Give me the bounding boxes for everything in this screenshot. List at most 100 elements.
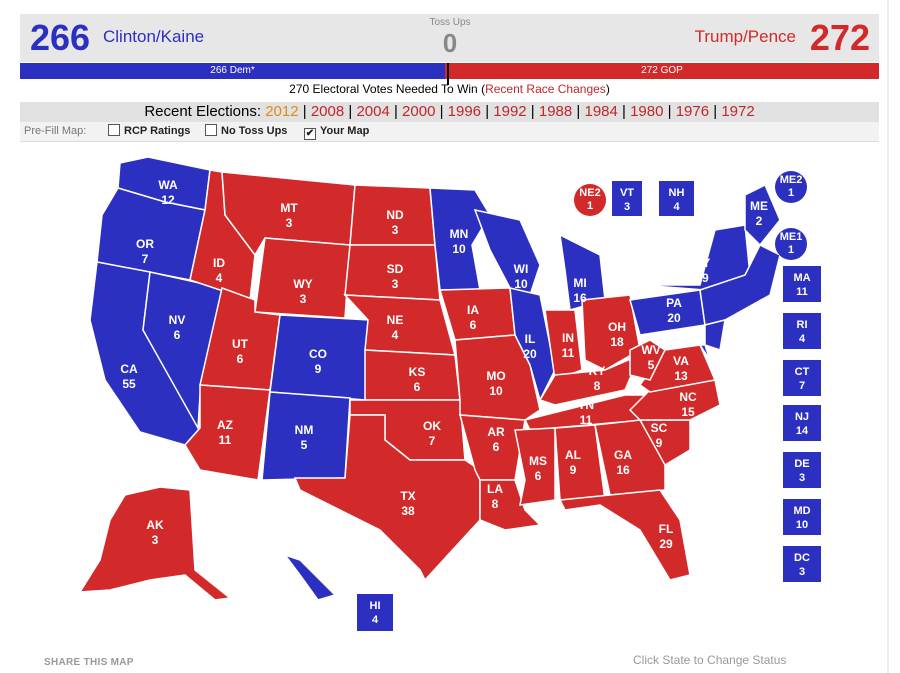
state-ms[interactable] bbox=[514, 427, 556, 506]
state-la[interactable] bbox=[479, 479, 542, 531]
state-electoral-votes: 7 bbox=[798, 380, 806, 392]
state-electoral-votes: 10 bbox=[795, 519, 809, 531]
share-map-link[interactable]: SHARE THIS MAP bbox=[44, 657, 134, 668]
your-map-checkbox[interactable]: ✔ Your Map bbox=[304, 122, 369, 141]
state-abbr: RI bbox=[796, 319, 808, 331]
district-electoral-votes: 1 bbox=[586, 200, 594, 212]
state-wi[interactable] bbox=[473, 208, 541, 296]
year-separator: | bbox=[663, 103, 676, 120]
election-year-2008[interactable]: 2008 bbox=[310, 103, 345, 120]
state-box-ct[interactable]: CT 7 bbox=[783, 360, 821, 396]
state-electoral-votes: 11 bbox=[796, 286, 808, 298]
state-box-vt[interactable]: VT 3 bbox=[612, 181, 642, 216]
election-year-1980[interactable]: 1980 bbox=[630, 103, 664, 120]
election-year-2012[interactable]: 2012 bbox=[265, 103, 299, 120]
district-abbr: ME2 bbox=[779, 174, 803, 186]
state-abbr: VT bbox=[619, 187, 635, 199]
state-ks[interactable] bbox=[364, 349, 461, 401]
toss-ups-count: 0 bbox=[442, 28, 458, 58]
state-box-de[interactable]: DE 3 bbox=[783, 452, 821, 488]
district-electoral-votes: 1 bbox=[787, 244, 795, 256]
election-year-1976[interactable]: 1976 bbox=[675, 103, 710, 120]
election-year-1972[interactable]: 1972 bbox=[721, 103, 755, 120]
no-toss-ups-checkbox[interactable]: No Toss Ups bbox=[205, 122, 287, 141]
year-separator: | bbox=[435, 103, 448, 120]
state-ga[interactable] bbox=[594, 419, 666, 496]
state-box-ri[interactable]: RI 4 bbox=[783, 313, 821, 349]
year-separator: | bbox=[344, 103, 357, 120]
recent-elections-years: 2012 | 2008 | 2004 | 2000 | 1996 | 1992 … bbox=[265, 103, 754, 120]
rcp-ratings-checkbox[interactable]: RCP Ratings bbox=[108, 122, 190, 141]
state-electoral-votes: 14 bbox=[795, 425, 809, 437]
state-nd[interactable] bbox=[349, 184, 436, 246]
state-me[interactable] bbox=[744, 183, 781, 247]
state-fl[interactable] bbox=[558, 489, 691, 581]
state-box-nh[interactable]: NH 4 bbox=[659, 181, 694, 216]
dem-progress-bar: 266 Dem* bbox=[20, 63, 445, 79]
district-me1[interactable]: ME1 1 bbox=[775, 228, 807, 260]
recent-elections-bar: Recent Elections: 2012 | 2008 | 2004 | 2… bbox=[20, 102, 879, 122]
state-tx[interactable] bbox=[293, 414, 481, 582]
state-box-ma[interactable]: MA 11 bbox=[783, 266, 821, 302]
election-year-2000[interactable]: 2000 bbox=[402, 103, 436, 120]
state-oh[interactable] bbox=[581, 294, 641, 371]
state-in[interactable] bbox=[544, 309, 583, 382]
election-year-1988[interactable]: 1988 bbox=[538, 103, 573, 120]
no-toss-ups-label: No Toss Ups bbox=[221, 125, 288, 137]
state-co[interactable] bbox=[269, 314, 371, 401]
state-box-dc[interactable]: DC 3 bbox=[783, 546, 821, 582]
state-wy[interactable] bbox=[254, 237, 351, 319]
state-abbr: NJ bbox=[794, 411, 810, 423]
state-sd[interactable] bbox=[344, 244, 441, 301]
win-threshold-line: 270 Electoral Votes Needed To Win (Recen… bbox=[20, 82, 879, 96]
toss-ups-label: Toss Ups bbox=[429, 17, 471, 28]
rep-electoral-count: 272 bbox=[809, 17, 870, 58]
state-abbr: DC bbox=[794, 552, 810, 564]
checkbox-icon bbox=[205, 124, 217, 136]
win-threshold-marker bbox=[447, 63, 449, 85]
dem-ticket-name: Clinton/Kaine bbox=[103, 27, 205, 46]
scoreboard-header bbox=[20, 14, 879, 62]
election-year-1984[interactable]: 1984 bbox=[584, 103, 618, 120]
district-abbr: NE2 bbox=[579, 187, 601, 199]
state-abbr: CT bbox=[794, 366, 810, 378]
state-md-shape[interactable] bbox=[665, 344, 711, 361]
election-year-2004[interactable]: 2004 bbox=[356, 103, 390, 120]
district-me2[interactable]: ME2 1 bbox=[775, 171, 807, 203]
district-ne2[interactable]: NE2 1 bbox=[574, 184, 606, 216]
state-hi-shape[interactable] bbox=[282, 553, 337, 601]
rcp-ratings-label: RCP Ratings bbox=[124, 125, 191, 137]
state-ia[interactable] bbox=[439, 287, 516, 341]
page-edge-divider bbox=[887, 0, 889, 673]
state-wv[interactable] bbox=[629, 339, 666, 381]
state-abbr: DE bbox=[794, 458, 810, 470]
state-electoral-votes: 3 bbox=[798, 566, 806, 578]
prefill-label: Pre-Fill Map: bbox=[24, 125, 87, 137]
state-abbr: HI bbox=[369, 600, 381, 612]
election-year-1996[interactable]: 1996 bbox=[447, 103, 482, 120]
state-nj-shape[interactable] bbox=[704, 318, 726, 351]
checkmark-icon: ✔ bbox=[304, 128, 316, 140]
state-abbr: MD bbox=[793, 505, 811, 517]
year-separator: | bbox=[526, 103, 539, 120]
recent-race-changes-link[interactable]: Recent Race Changes bbox=[485, 82, 606, 96]
state-nm[interactable] bbox=[261, 391, 351, 481]
state-pa[interactable] bbox=[629, 289, 706, 336]
win-threshold-text: 270 Electoral Votes Needed To Win ( bbox=[289, 82, 486, 96]
state-box-nj[interactable]: NJ 14 bbox=[783, 405, 821, 441]
state-abbr: MA bbox=[793, 272, 811, 284]
state-box-hi[interactable]: HI 4 bbox=[357, 594, 393, 631]
state-mn[interactable] bbox=[429, 187, 491, 291]
state-box-md[interactable]: MD 10 bbox=[783, 499, 821, 535]
state-electoral-votes: 4 bbox=[371, 614, 379, 626]
state-ak[interactable] bbox=[78, 486, 232, 601]
dem-electoral-count: 266 bbox=[30, 17, 91, 58]
prefill-map-bar: Pre-Fill Map: RCP Ratings No Toss Ups ✔ Y… bbox=[20, 122, 879, 142]
checkbox-icon bbox=[108, 124, 120, 136]
election-year-1992[interactable]: 1992 bbox=[493, 103, 527, 120]
click-state-note: Click State to Change Status bbox=[633, 653, 787, 667]
your-map-label: Your Map bbox=[320, 125, 370, 137]
year-separator: | bbox=[572, 103, 585, 120]
state-electoral-votes: 4 bbox=[798, 333, 806, 345]
